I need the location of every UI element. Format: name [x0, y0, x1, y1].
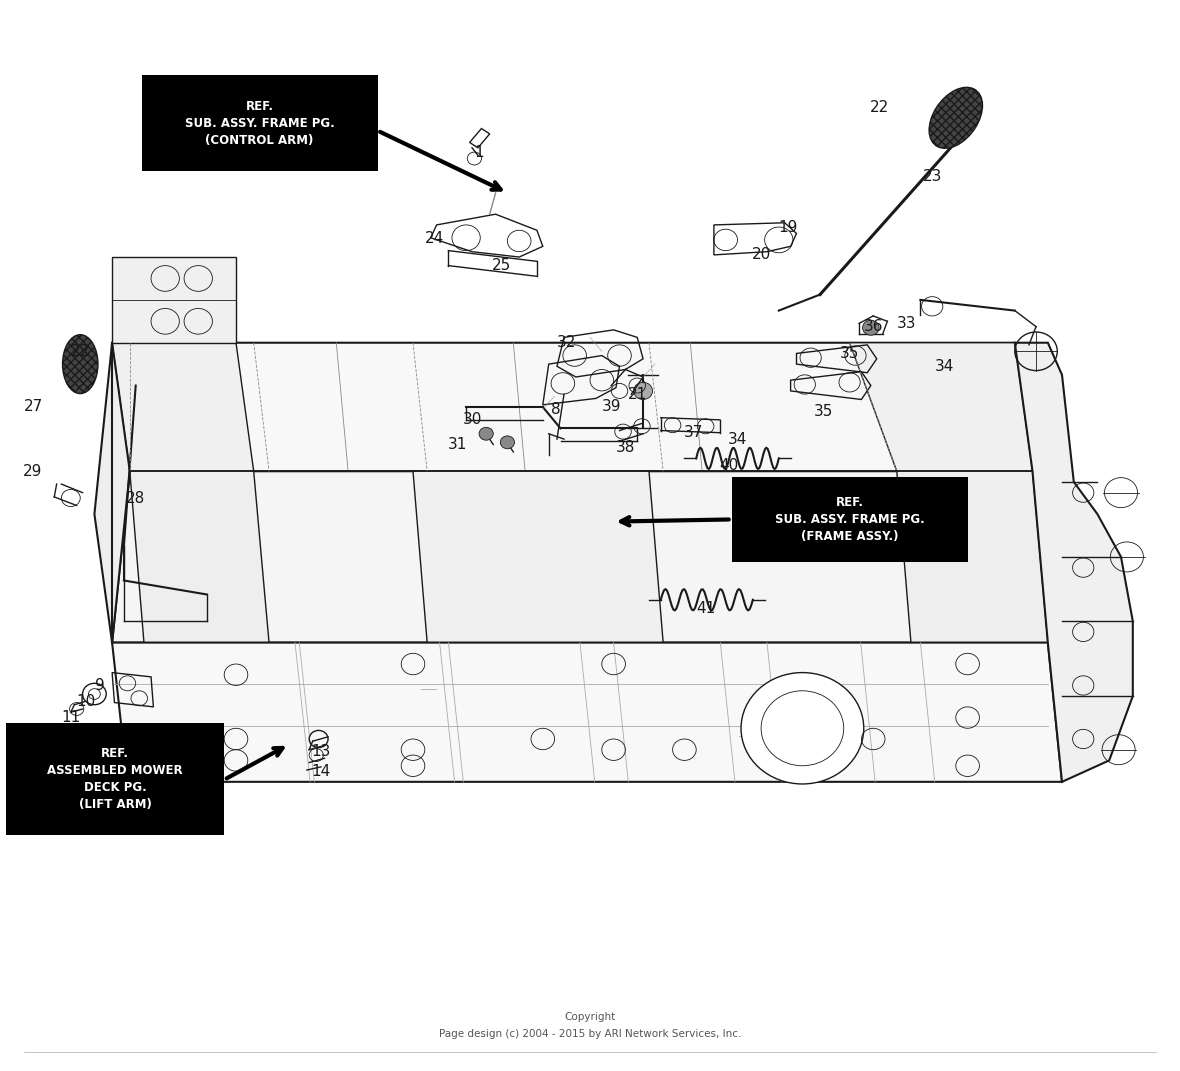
Text: 35: 35	[814, 404, 833, 419]
Text: 21: 21	[628, 387, 647, 402]
Text: ARI PartStream™: ARI PartStream™	[432, 511, 701, 539]
Polygon shape	[1015, 343, 1133, 782]
Text: 31: 31	[448, 437, 467, 452]
Text: 13: 13	[312, 744, 330, 759]
Circle shape	[479, 427, 493, 440]
Text: 1: 1	[474, 145, 484, 160]
Text: 25: 25	[492, 258, 511, 273]
Text: 29: 29	[24, 464, 42, 479]
Text: 27: 27	[24, 399, 42, 414]
Polygon shape	[112, 643, 1062, 782]
Text: 35: 35	[840, 346, 859, 361]
Polygon shape	[94, 343, 130, 643]
Text: 23: 23	[923, 169, 942, 184]
Text: 9: 9	[96, 678, 105, 693]
Circle shape	[634, 382, 653, 399]
Text: 34: 34	[728, 432, 747, 447]
Text: 19: 19	[779, 220, 798, 235]
Text: REF.
ASSEMBLED MOWER
DECK PG.
(LIFT ARM): REF. ASSEMBLED MOWER DECK PG. (LIFT ARM)	[47, 748, 183, 811]
Text: 24: 24	[425, 231, 444, 246]
Text: 28: 28	[126, 491, 145, 506]
Polygon shape	[112, 343, 1032, 471]
Text: 32: 32	[557, 335, 576, 350]
Text: 20: 20	[752, 247, 771, 262]
Text: 22: 22	[71, 344, 90, 359]
Text: REF.
SUB. ASSY. FRAME PG.
(CONTROL ARM): REF. SUB. ASSY. FRAME PG. (CONTROL ARM)	[185, 100, 334, 147]
Text: 10: 10	[77, 694, 96, 709]
Polygon shape	[112, 257, 236, 343]
Text: Copyright: Copyright	[564, 1012, 616, 1023]
Polygon shape	[112, 343, 254, 471]
Ellipse shape	[63, 334, 98, 393]
Text: 33: 33	[897, 316, 916, 331]
Text: Page design (c) 2004 - 2015 by ARI Network Services, Inc.: Page design (c) 2004 - 2015 by ARI Netwo…	[439, 1028, 741, 1039]
Text: 38: 38	[616, 440, 635, 455]
Ellipse shape	[929, 88, 983, 148]
Polygon shape	[130, 471, 269, 643]
Text: 14: 14	[312, 764, 330, 779]
Text: 30: 30	[463, 412, 481, 427]
Circle shape	[500, 436, 514, 449]
Circle shape	[741, 673, 864, 784]
Polygon shape	[413, 471, 663, 643]
Text: 11: 11	[61, 710, 80, 725]
Text: 36: 36	[864, 319, 883, 334]
FancyBboxPatch shape	[142, 75, 378, 171]
Text: 34: 34	[935, 359, 953, 374]
Text: 8: 8	[551, 402, 560, 417]
Text: 37: 37	[684, 425, 703, 440]
Text: 39: 39	[602, 399, 621, 414]
Text: 41: 41	[696, 601, 715, 616]
Text: 40: 40	[720, 458, 739, 473]
Polygon shape	[897, 471, 1048, 643]
Polygon shape	[850, 343, 1032, 471]
Circle shape	[863, 320, 879, 335]
Text: REF.
SUB. ASSY. FRAME PG.
(FRAME ASSY.): REF. SUB. ASSY. FRAME PG. (FRAME ASSY.)	[775, 496, 924, 543]
Text: 22: 22	[870, 100, 889, 115]
FancyBboxPatch shape	[6, 723, 224, 835]
Polygon shape	[112, 471, 1048, 643]
FancyBboxPatch shape	[732, 477, 968, 562]
